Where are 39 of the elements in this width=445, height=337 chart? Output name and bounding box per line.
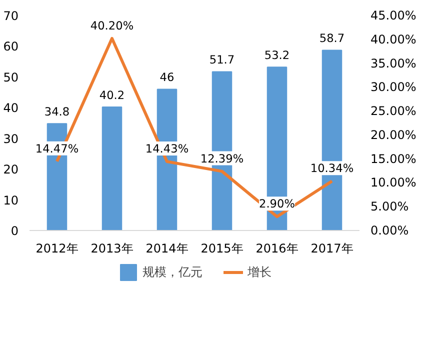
data-label: 40.20% [90,18,134,32]
bar [102,106,122,230]
data-label: 14.47% [35,141,79,156]
y2-tick-label: 20.00% [370,128,416,142]
x-tick-label: 2017年 [310,242,354,256]
y-tick-label: 10 [3,193,19,208]
y-tick-label: 20 [3,162,19,177]
x-tick-label: 2016年 [256,242,298,256]
data-label: 14.43% [145,142,189,156]
y2-tick-label: 10.00% [370,176,416,190]
y-tick-label: 50 [3,70,19,84]
y-tick-label: 40 [3,101,19,116]
y2-tick-label: 35.00% [370,56,416,70]
data-label: 12.39% [200,151,244,166]
x-tick-label: 2013年 [90,242,134,256]
legend-label: 规模，亿元 [142,264,202,280]
x-tick-label: 2014年 [146,242,188,256]
data-label: 53.2 [264,48,290,62]
y-tick-label: 0 [10,224,19,238]
y2-tick-label: 45.00% [370,8,416,22]
x-tick-label: 2015年 [200,242,244,256]
data-label: 2.90% [259,196,296,211]
y-tick-label: 30 [3,132,19,146]
y2-tick-label: 15.00% [370,152,416,166]
y2-tick-label: 40.00% [370,32,416,46]
y2-tick-label: 30.00% [370,80,416,94]
y-tick-label: 60 [3,40,19,54]
y-tick-label: 70 [3,9,19,23]
x-tick-label: 2012年 [36,242,78,256]
legend-label: 增长 [248,264,272,280]
data-label: 40.2 [99,88,125,102]
data-label: 46 [160,70,174,84]
data-label: 34.8 [44,104,70,119]
data-label: 51.7 [209,52,235,67]
data-label: 10.34% [310,161,354,176]
y2-tick-label: 5.00% [370,200,409,214]
y2-tick-label: 25.00% [370,104,416,118]
y2-tick-label: 0.00% [370,224,409,238]
data-label: 58.7 [319,31,345,46]
